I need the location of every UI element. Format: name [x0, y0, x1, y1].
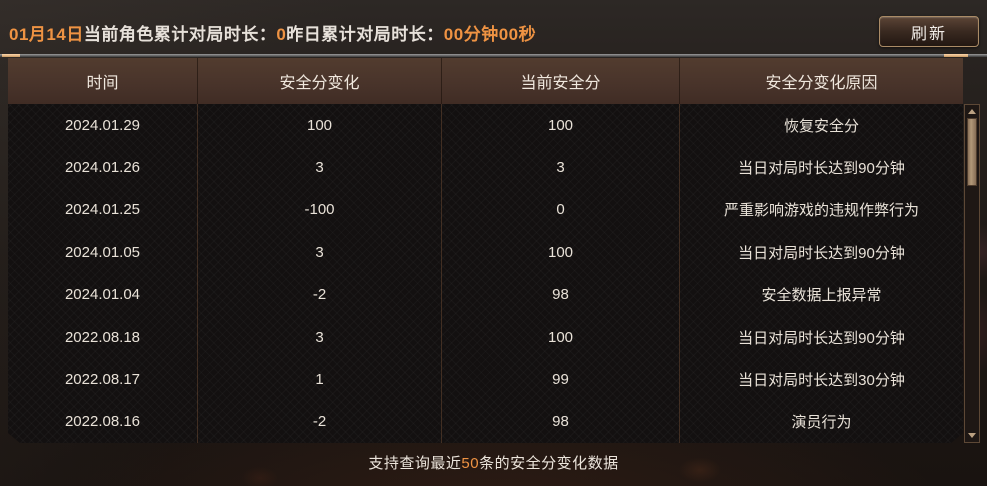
cell-change: 3: [198, 316, 442, 358]
table-row: 2022.08.18 3 100 当日对局时长达到90分钟: [8, 316, 963, 358]
cell-score: 98: [442, 401, 680, 443]
cell-change: 100: [198, 104, 442, 146]
cell-time: 2024.01.29: [8, 104, 198, 146]
cell-reason: 当日对局时长达到30分钟: [738, 371, 905, 389]
yesterday-playtime-label: 昨日累计对局时长：: [286, 25, 444, 44]
cell-reason: 当日对局时长达到90分钟: [738, 160, 905, 178]
table-row: 2022.08.16 -2 98 演员行为: [8, 401, 963, 443]
column-header-reason: 安全分变化原因: [765, 75, 878, 92]
scroll-thumb[interactable]: [967, 118, 977, 186]
cell-time: 2022.08.18: [8, 316, 198, 358]
table-row: 2024.01.05 3 100 当日对局时长达到90分钟: [8, 231, 963, 273]
refresh-button[interactable]: 刷新: [879, 16, 979, 47]
table-header-row: 时间 安全分变化 当前安全分 安全分变化原因: [8, 58, 963, 104]
cell-change: 3: [198, 231, 442, 273]
footer-note-prefix: 支持查询最近: [368, 455, 462, 472]
table-row: 2024.01.26 3 3 当日对局时长达到90分钟: [8, 146, 963, 188]
cell-score: 100: [442, 104, 680, 146]
cell-score: 0: [442, 189, 680, 231]
cell-score: 99: [442, 358, 680, 400]
footer-note-count: 50: [461, 455, 480, 472]
table-row: 2024.01.04 -2 98 安全数据上报异常: [8, 274, 963, 316]
scroll-up-icon[interactable]: [968, 109, 976, 114]
cell-reason: 严重影响游戏的违规作弊行为: [723, 202, 919, 220]
cell-reason: 安全数据上报异常: [761, 287, 882, 305]
playtime-summary: 01月14日当前角色累计对局时长：0昨日累计对局时长：00分钟00秒: [9, 20, 536, 45]
cell-score: 3: [442, 146, 680, 188]
table-row: 2024.01.25 -100 0 严重影响游戏的违规作弊行为: [8, 189, 963, 231]
cell-change: 1: [198, 358, 442, 400]
yesterday-playtime-value: 00分钟00秒: [443, 25, 537, 44]
cell-change: 3: [198, 146, 442, 188]
cell-reason: 演员行为: [791, 414, 852, 432]
cell-time: 2024.01.05: [8, 231, 198, 273]
column-header-change: 安全分变化: [198, 58, 442, 104]
cell-reason: 恢复安全分: [783, 117, 859, 135]
today-playtime-label: 当前角色累计对局时长：: [83, 25, 277, 44]
cell-change: -2: [198, 274, 442, 316]
scroll-down-icon[interactable]: [968, 433, 976, 438]
column-header-time: 时间: [8, 58, 198, 104]
cell-reason: 当日对局时长达到90分钟: [738, 244, 905, 262]
cell-score: 100: [442, 231, 680, 273]
summary-date: 01月14日: [9, 25, 84, 44]
table-row: 2024.01.29 100 100 恢复安全分: [8, 104, 963, 146]
cell-score: 100: [442, 316, 680, 358]
column-header-score: 当前安全分: [442, 58, 680, 104]
cell-reason: 当日对局时长达到90分钟: [738, 329, 905, 347]
cell-change: -2: [198, 401, 442, 443]
cell-time: 2024.01.26: [8, 146, 198, 188]
today-playtime-value: 0: [276, 25, 287, 44]
footer-note: 支持查询最近50条的安全分变化数据: [0, 452, 987, 473]
table-row: 2022.08.17 1 99 当日对局时长达到30分钟: [8, 358, 963, 400]
cell-time: 2022.08.17: [8, 358, 198, 400]
table-body: 2024.01.29 100 100 恢复安全分 2024.01.26 3 3 …: [8, 104, 963, 443]
cell-time: 2024.01.04: [8, 274, 198, 316]
cell-time: 2022.08.16: [8, 401, 198, 443]
table-scrollbar[interactable]: [964, 104, 980, 443]
security-score-table: 时间 安全分变化 当前安全分 安全分变化原因 2024.01.29 100 10…: [8, 58, 963, 443]
cell-time: 2024.01.25: [8, 189, 198, 231]
footer-note-suffix: 条的安全分变化数据: [479, 455, 619, 472]
cell-score: 98: [442, 274, 680, 316]
title-divider: [0, 54, 987, 57]
cell-change: -100: [198, 189, 442, 231]
